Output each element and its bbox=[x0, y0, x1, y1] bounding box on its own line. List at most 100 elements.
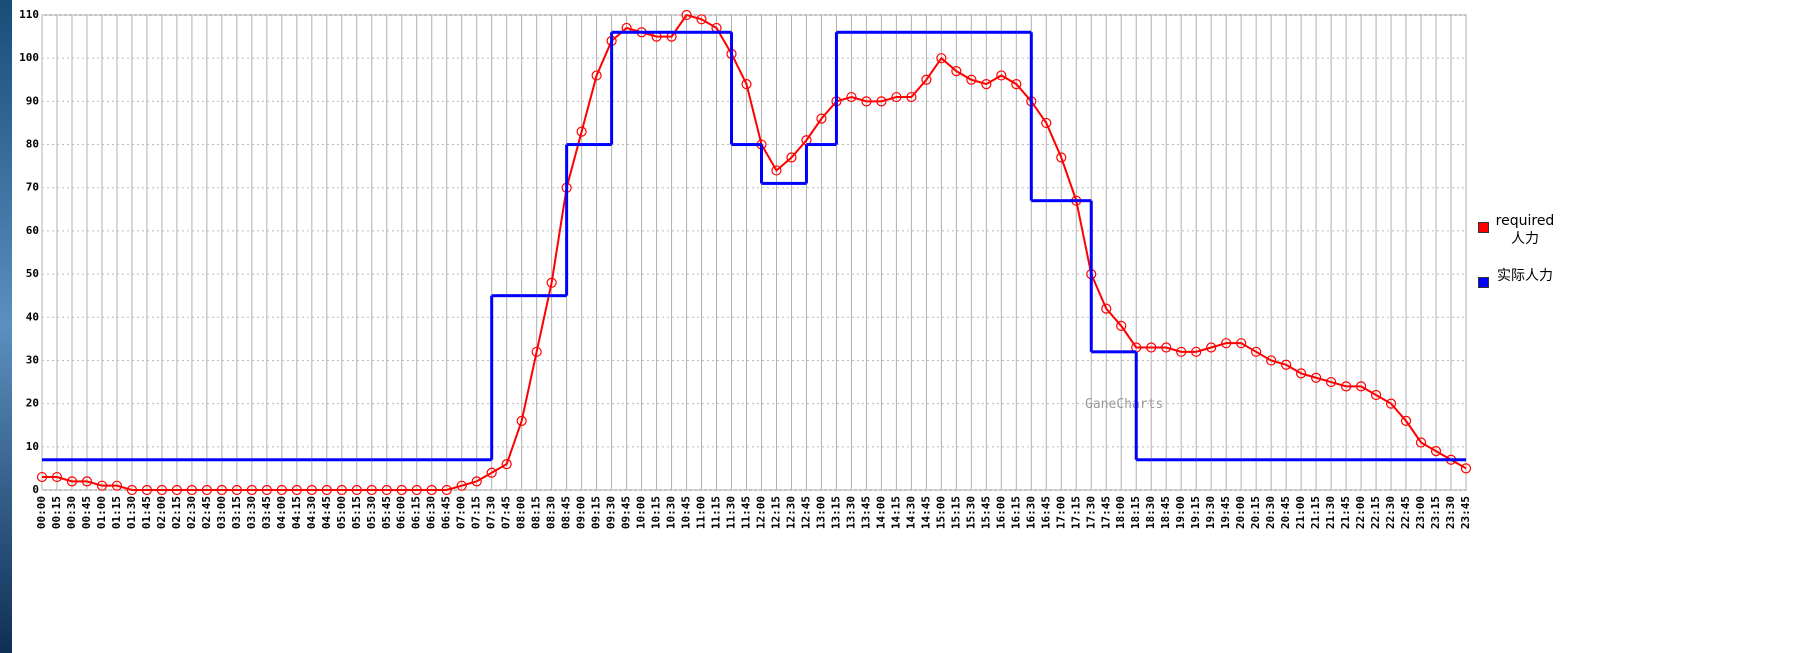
point-marker bbox=[816, 113, 827, 124]
x-tick-label: 13:15 bbox=[829, 496, 842, 529]
x-tick-label: 03:15 bbox=[230, 496, 243, 529]
x-tick-label: 01:15 bbox=[110, 496, 123, 529]
point-marker bbox=[546, 277, 557, 288]
y-tick-label: 80 bbox=[26, 138, 39, 151]
x-tick-label: 00:45 bbox=[80, 496, 93, 529]
x-tick-label: 03:45 bbox=[260, 496, 273, 529]
x-tick-label: 18:00 bbox=[1114, 496, 1127, 529]
x-tick-label: 21:15 bbox=[1309, 496, 1322, 529]
x-tick-label: 02:15 bbox=[170, 496, 183, 529]
point-marker bbox=[156, 484, 168, 496]
point-marker bbox=[216, 484, 227, 496]
legend-label: 实际人力 bbox=[1497, 268, 1553, 284]
point-marker bbox=[1430, 446, 1442, 457]
point-marker bbox=[141, 484, 153, 496]
point-marker bbox=[1325, 376, 1337, 388]
x-tick-label: 10:15 bbox=[650, 496, 663, 529]
x-tick-label: 15:15 bbox=[949, 496, 962, 529]
x-tick-label: 02:45 bbox=[200, 496, 213, 529]
x-tick-label: 16:15 bbox=[1009, 496, 1022, 529]
y-tick-label: 30 bbox=[26, 353, 39, 366]
plot-area bbox=[41, 14, 1467, 491]
x-tick-label: 04:15 bbox=[290, 496, 303, 529]
x-tick-label: 20:00 bbox=[1234, 496, 1247, 529]
x-tick-label: 13:45 bbox=[859, 496, 872, 529]
x-tick-label: 19:45 bbox=[1219, 496, 1232, 529]
point-marker bbox=[1221, 338, 1232, 349]
point-marker bbox=[786, 152, 797, 163]
x-tick-label: 03:30 bbox=[245, 496, 258, 529]
x-tick-label: 12:45 bbox=[799, 496, 812, 529]
x-tick-label: 17:15 bbox=[1069, 496, 1082, 529]
x-tick-label: 20:15 bbox=[1249, 496, 1262, 529]
x-tick-label: 04:45 bbox=[320, 496, 333, 529]
series-line bbox=[42, 13, 1467, 491]
point-marker bbox=[306, 484, 317, 496]
x-tick-label: 08:45 bbox=[560, 496, 573, 529]
x-tick-label: 23:00 bbox=[1414, 496, 1427, 529]
x-tick-label: 00:30 bbox=[65, 496, 78, 529]
y-tick-label: 0 bbox=[32, 483, 39, 496]
point-marker bbox=[171, 484, 183, 496]
point-marker bbox=[696, 14, 707, 25]
point-marker bbox=[1266, 355, 1277, 366]
point-marker bbox=[126, 484, 138, 496]
point-marker bbox=[1385, 398, 1397, 409]
point-marker bbox=[36, 471, 48, 483]
x-tick-label: 23:15 bbox=[1429, 496, 1442, 529]
point-marker bbox=[276, 484, 287, 496]
point-marker bbox=[51, 471, 63, 483]
point-marker bbox=[981, 78, 992, 90]
point-marker bbox=[576, 126, 587, 137]
point-marker bbox=[186, 484, 197, 496]
point-marker bbox=[951, 66, 962, 77]
x-tick-label: 06:00 bbox=[395, 496, 408, 529]
x-tick-label: 14:15 bbox=[889, 496, 902, 529]
x-tick-label: 00:15 bbox=[50, 496, 63, 529]
point-marker bbox=[81, 476, 93, 487]
point-marker bbox=[996, 70, 1007, 81]
x-tick-label: 04:30 bbox=[305, 496, 318, 529]
point-marker bbox=[1011, 78, 1022, 90]
point-marker bbox=[771, 165, 782, 176]
x-tick-label: 09:00 bbox=[575, 496, 588, 529]
edge-decoration bbox=[0, 0, 12, 653]
point-marker bbox=[1400, 415, 1412, 427]
x-tick-label: 15:30 bbox=[964, 496, 977, 529]
point-marker bbox=[1191, 346, 1202, 357]
x-tick-label: 12:15 bbox=[769, 496, 782, 529]
y-tick-label: 40 bbox=[26, 310, 39, 323]
point-marker bbox=[936, 53, 947, 64]
point-marker bbox=[921, 74, 932, 85]
y-tick-label: 100 bbox=[19, 51, 39, 64]
y-tick-label: 50 bbox=[26, 267, 39, 280]
x-tick-label: 10:45 bbox=[680, 496, 693, 529]
x-tick-label: 19:00 bbox=[1174, 496, 1187, 529]
x-tick-label: 09:30 bbox=[605, 496, 618, 529]
point-marker bbox=[1056, 152, 1067, 163]
x-tick-label: 11:30 bbox=[725, 496, 738, 529]
x-tick-label: 05:45 bbox=[380, 496, 393, 529]
x-tick-label: 09:45 bbox=[620, 496, 633, 529]
point-marker bbox=[1340, 381, 1352, 392]
x-tick-label: 20:30 bbox=[1264, 496, 1277, 529]
x-tick-label: 22:00 bbox=[1354, 496, 1367, 529]
x-tick-label: 17:45 bbox=[1099, 496, 1112, 529]
point-marker bbox=[291, 484, 302, 496]
point-marker bbox=[1236, 338, 1247, 349]
x-tick-label: 21:45 bbox=[1339, 496, 1352, 529]
x-tick-label: 12:30 bbox=[784, 496, 797, 529]
x-tick-label: 03:00 bbox=[215, 496, 228, 529]
x-tick-label: 14:00 bbox=[874, 496, 887, 529]
point-marker bbox=[891, 91, 902, 103]
x-tick-label: 11:15 bbox=[710, 496, 723, 529]
y-tick-label: 70 bbox=[26, 181, 39, 194]
point-marker bbox=[321, 484, 332, 496]
point-marker bbox=[456, 480, 467, 491]
x-tick-label: 19:15 bbox=[1189, 496, 1202, 529]
x-tick-label: 13:30 bbox=[844, 496, 857, 529]
point-marker bbox=[876, 96, 887, 107]
x-tick-label: 01:00 bbox=[95, 496, 108, 529]
x-tick-label: 01:45 bbox=[140, 496, 153, 529]
